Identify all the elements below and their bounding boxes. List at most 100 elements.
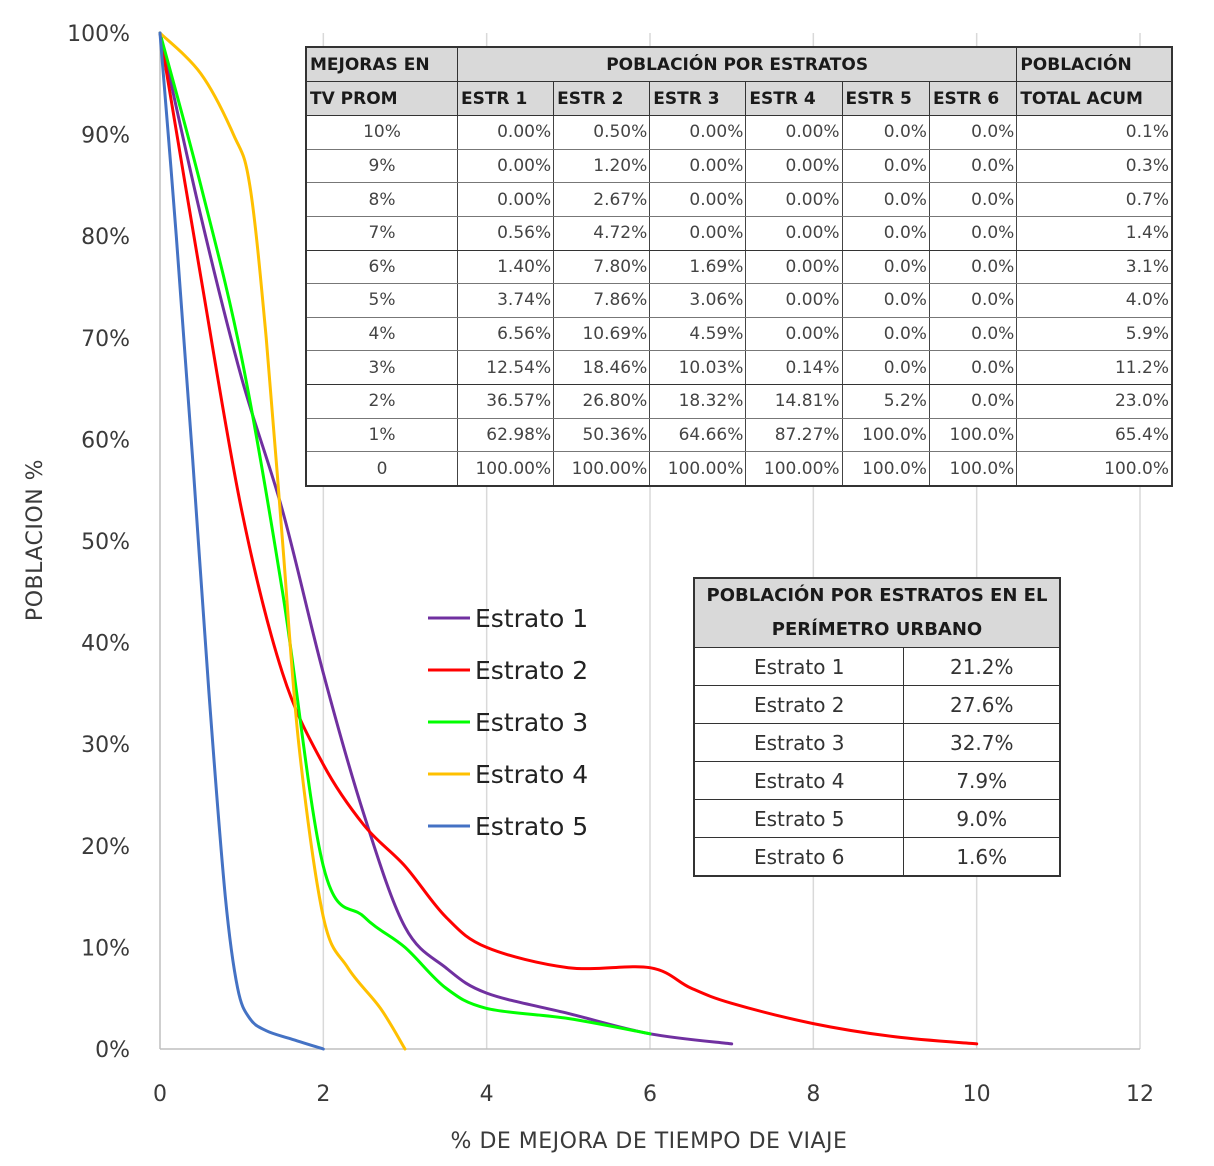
table-cell: 0.0% <box>841 216 930 251</box>
table-cell: 4.72% <box>553 216 651 251</box>
table-cell: 23.0% <box>1016 384 1173 419</box>
y-tick-label: 0% <box>95 1038 130 1063</box>
table-cell: 2% <box>305 384 458 419</box>
table-cell: 0.3% <box>1016 149 1173 184</box>
table-cell: 1% <box>305 418 458 453</box>
table-row: 6% 1.40% 7.80% 1.69% 0.00% 0.0% 0.0% 3.1% <box>305 250 1173 285</box>
table-cell: 87.27% <box>745 418 843 453</box>
series-layer <box>158 31 979 1051</box>
table-cell: 12.54% <box>456 350 555 385</box>
y-tick-label: 50% <box>81 530 130 555</box>
table-cell: 0.0% <box>928 182 1018 217</box>
urban-population-table: POBLACIÓN POR ESTRATOS EN EL PERÍMETRO U… <box>693 577 1061 877</box>
y-tick-label: 100% <box>67 22 130 47</box>
table-cell: 0.00% <box>456 182 555 217</box>
table-row: 4% 6.56% 10.69% 4.59% 0.00% 0.0% 0.0% 5.9% <box>305 317 1173 352</box>
stratum-name-cell: Estrato 1 <box>693 647 905 686</box>
table-cell: 14.81% <box>745 384 843 419</box>
axes-layer: 0 2 4 6 8 10 12 0% 10% 20% 30% 40% 50% 60% 70% 80% 90% 10… <box>67 22 1154 1107</box>
table-row: 8% 0.00% 2.67% 0.00% 0.00% 0.0% 0.0% 0.7% <box>305 182 1173 217</box>
series-line-estrato-2 <box>158 31 979 1046</box>
table-row: 10% 0.00% 0.50% 0.00% 0.00% 0.0% 0.0% 0.1% <box>305 115 1173 150</box>
table-row: 0 100.00% 100.00% 100.00% 100.00% 100.0% 100.0… <box>305 451 1173 487</box>
table-cell: 0.00% <box>745 250 843 285</box>
table-row: 9% 0.00% 1.20% 0.00% 0.00% 0.0% 0.0% 0.3% <box>305 149 1173 184</box>
table-cell: 64.66% <box>649 418 747 453</box>
header-total-top: POBLACIÓN <box>1016 46 1173 82</box>
table-row: Estrato 1 21.2% <box>693 647 1061 686</box>
x-axis-title: % DE MEJORA DE TIEMPO DE VIAJE <box>451 1129 848 1154</box>
table-row: 7% 0.56% 4.72% 0.00% 0.00% 0.0% 0.0% 1.4% <box>305 216 1173 251</box>
header-group: POBLACIÓN POR ESTRATOS <box>456 46 1018 82</box>
stratum-share-cell: 1.6% <box>903 837 1061 877</box>
subheader-cell: ESTR 2 <box>553 81 651 116</box>
legend-label: Estrato 4 <box>475 760 588 789</box>
table-cell: 9% <box>305 149 458 184</box>
table-cell: 0.00% <box>745 115 843 150</box>
table-body: 10% 0.00% 0.50% 0.00% 0.00% 0.0% 0.0% 0.1% 9% 0.0… <box>305 115 1173 487</box>
subheader-cell: ESTR 5 <box>841 81 930 116</box>
table-cell: 0.0% <box>928 149 1018 184</box>
table-cell: 5.9% <box>1016 317 1173 352</box>
y-tick-label: 20% <box>81 835 130 860</box>
table-cell: 0.00% <box>649 182 747 217</box>
table-cell: 0.0% <box>928 115 1018 150</box>
table-cell: 6% <box>305 250 458 285</box>
table-cell: 0.00% <box>745 216 843 251</box>
table-cell: 18.46% <box>553 350 651 385</box>
table-subheader-row: TV PROM ESTR 1 ESTR 2 ESTR 3 ESTR 4 ESTR 5 EST… <box>305 81 1173 116</box>
table-cell: 0.7% <box>1016 182 1173 217</box>
table-cell: 0.00% <box>745 149 843 184</box>
table-cell: 100.00% <box>553 451 651 487</box>
y-tick-label: 30% <box>81 733 130 758</box>
table-cell: 0.00% <box>745 317 843 352</box>
table-cell: 100.00% <box>456 451 555 487</box>
table-cell: 100.0% <box>1016 451 1173 487</box>
table-cell: 0.0% <box>841 283 930 318</box>
table-cell: 7.80% <box>553 250 651 285</box>
stratum-share-cell: 27.6% <box>903 685 1061 724</box>
table-cell: 4.0% <box>1016 283 1173 318</box>
table-cell: 11.2% <box>1016 350 1173 385</box>
y-tick-label: 70% <box>81 327 130 352</box>
table-cell: 4% <box>305 317 458 352</box>
table-cell: 1.69% <box>649 250 747 285</box>
y-tick-label: 90% <box>81 124 130 149</box>
table-cell: 2.67% <box>553 182 651 217</box>
header-col1-top: MEJORAS EN <box>305 46 458 82</box>
subheader-cell: TV PROM <box>305 81 458 116</box>
stratum-name-cell: Estrato 3 <box>693 723 905 762</box>
table-cell: 100.0% <box>841 451 930 487</box>
y-axis-title: POBLACION % <box>23 459 48 621</box>
table-cell: 7% <box>305 216 458 251</box>
table-cell: 0.00% <box>649 149 747 184</box>
table-cell: 18.32% <box>649 384 747 419</box>
stratum-share-cell: 32.7% <box>903 723 1061 762</box>
table-cell: 50.36% <box>553 418 651 453</box>
table-cell: 7.86% <box>553 283 651 318</box>
table-cell: 0.00% <box>456 115 555 150</box>
series-line-estrato-1 <box>158 31 734 1046</box>
x-tick-label: 0 <box>153 1082 167 1107</box>
stratum-share-cell: 9.0% <box>903 799 1061 838</box>
stratum-name-cell: Estrato 2 <box>693 685 905 724</box>
series-line-estrato-4 <box>158 31 407 1051</box>
y-tick-label: 80% <box>81 225 130 250</box>
table-cell: 0.0% <box>841 149 930 184</box>
table-cell: 0.0% <box>928 317 1018 352</box>
table-cell: 5% <box>305 283 458 318</box>
table-cell: 100.00% <box>649 451 747 487</box>
table-row: 1% 62.98% 50.36% 64.66% 87.27% 100.0% 100.0% 65… <box>305 418 1173 453</box>
table-cell: 0.0% <box>928 216 1018 251</box>
table-cell: 0.00% <box>745 283 843 318</box>
table-row: Estrato 5 9.0% <box>693 799 1061 838</box>
x-tick-label: 4 <box>480 1082 494 1107</box>
table-cell: 10% <box>305 115 458 150</box>
table-cell: 0.00% <box>649 115 747 150</box>
stratum-share-cell: 7.9% <box>903 761 1061 800</box>
series-line-estrato-5 <box>158 31 325 1051</box>
x-tick-label: 10 <box>963 1082 991 1107</box>
stratum-name-cell: Estrato 4 <box>693 761 905 800</box>
table-cell: 1.20% <box>553 149 651 184</box>
table-cell: 0.0% <box>841 115 930 150</box>
